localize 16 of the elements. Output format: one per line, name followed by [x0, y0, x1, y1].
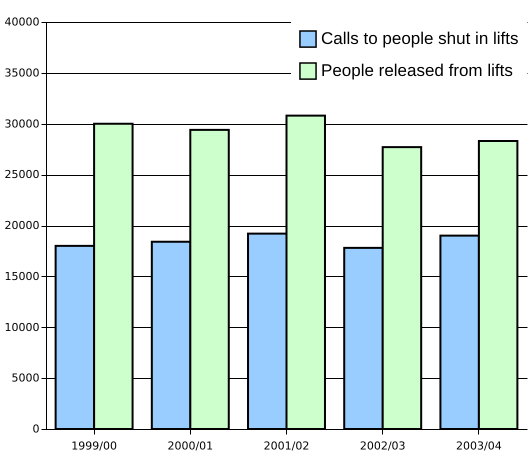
- x-tick-label: 2003/04: [456, 440, 502, 452]
- x-tick-label: 2001/02: [264, 440, 310, 452]
- y-tick-label: 25000: [4, 168, 40, 182]
- y-tick-label: 5000: [12, 372, 40, 385]
- legend-label: Calls to people shut in lifts: [321, 29, 518, 48]
- x-tick-label: 1999/00: [71, 440, 117, 452]
- x-tick-label: 2000/01: [167, 440, 214, 452]
- y-tick-label: 40000: [4, 16, 40, 28]
- y-tick-label: 15000: [4, 270, 40, 283]
- y-tick-label: 30000: [4, 117, 40, 130]
- x-tick-label: 2002/03: [360, 440, 406, 452]
- legend-label: People released from lifts: [321, 61, 513, 80]
- y-tick-label: 20000: [4, 219, 40, 232]
- y-tick-label: 0: [32, 422, 40, 436]
- y-tick-label: 35000: [4, 66, 40, 80]
- y-tick-label: 10000: [4, 320, 40, 334]
